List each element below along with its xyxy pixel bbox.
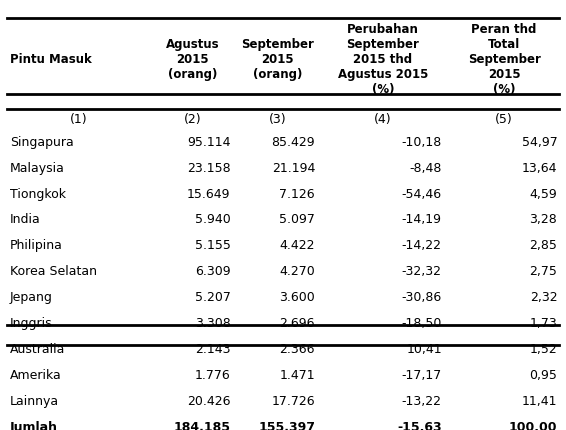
- Text: 95.114: 95.114: [187, 136, 230, 149]
- Text: 1.471: 1.471: [280, 369, 315, 382]
- Text: Pintu Masuk: Pintu Masuk: [10, 52, 92, 65]
- Text: Australia: Australia: [10, 343, 65, 356]
- Text: -15,63: -15,63: [397, 421, 442, 430]
- Text: 1,52: 1,52: [530, 343, 558, 356]
- Text: Agustus
2015
(orang): Agustus 2015 (orang): [166, 37, 220, 80]
- Text: -13,22: -13,22: [402, 395, 442, 408]
- Text: Perubahan
September
2015 thd
Agustus 2015
(%): Perubahan September 2015 thd Agustus 201…: [338, 22, 428, 95]
- Text: 17.726: 17.726: [272, 395, 315, 408]
- Text: Singapura: Singapura: [10, 136, 74, 149]
- Text: 21.194: 21.194: [272, 162, 315, 175]
- Text: 3.308: 3.308: [195, 317, 230, 330]
- Text: 0,95: 0,95: [529, 369, 558, 382]
- Text: 4.422: 4.422: [280, 240, 315, 252]
- Text: 5.207: 5.207: [195, 291, 230, 304]
- Text: (3): (3): [268, 113, 286, 126]
- Text: 13,64: 13,64: [522, 162, 558, 175]
- Text: 100,00: 100,00: [509, 421, 558, 430]
- Text: Peran thd
Total
September
2015
(%): Peran thd Total September 2015 (%): [468, 22, 541, 95]
- Text: Jumlah: Jumlah: [10, 421, 58, 430]
- Text: -30,86: -30,86: [402, 291, 442, 304]
- Text: 3.600: 3.600: [280, 291, 315, 304]
- Text: Amerika: Amerika: [10, 369, 62, 382]
- Text: 5.155: 5.155: [195, 240, 230, 252]
- Text: 10,41: 10,41: [406, 343, 442, 356]
- Text: Philipina: Philipina: [10, 240, 63, 252]
- Text: -14,19: -14,19: [402, 213, 442, 227]
- Text: -8,48: -8,48: [409, 162, 442, 175]
- Text: 15.649: 15.649: [187, 187, 230, 200]
- Text: 155.397: 155.397: [258, 421, 315, 430]
- Text: 2,85: 2,85: [529, 240, 558, 252]
- Text: 3,28: 3,28: [530, 213, 558, 227]
- Text: -14,22: -14,22: [402, 240, 442, 252]
- Text: 184.185: 184.185: [174, 421, 230, 430]
- Text: Inggris: Inggris: [10, 317, 53, 330]
- Text: -10,18: -10,18: [402, 136, 442, 149]
- Text: 2,32: 2,32: [530, 291, 558, 304]
- Text: (5): (5): [495, 113, 513, 126]
- Text: Korea Selatan: Korea Selatan: [10, 265, 97, 278]
- Text: 2.696: 2.696: [280, 317, 315, 330]
- Text: -32,32: -32,32: [402, 265, 442, 278]
- Text: Malaysia: Malaysia: [10, 162, 65, 175]
- Text: 54,97: 54,97: [521, 136, 558, 149]
- Text: 2.143: 2.143: [195, 343, 230, 356]
- Text: 1.776: 1.776: [195, 369, 230, 382]
- Text: September
2015
(orang): September 2015 (orang): [241, 37, 314, 80]
- Text: 20.426: 20.426: [187, 395, 230, 408]
- Text: 4.270: 4.270: [280, 265, 315, 278]
- Text: Lainnya: Lainnya: [10, 395, 59, 408]
- Text: 85.429: 85.429: [272, 136, 315, 149]
- Text: (2): (2): [184, 113, 201, 126]
- Text: -17,17: -17,17: [402, 369, 442, 382]
- Text: 1,73: 1,73: [530, 317, 558, 330]
- Text: Tiongkok: Tiongkok: [10, 187, 66, 200]
- Text: 4,59: 4,59: [530, 187, 558, 200]
- Text: 23.158: 23.158: [187, 162, 230, 175]
- Text: 5.940: 5.940: [195, 213, 230, 227]
- Text: 5.097: 5.097: [279, 213, 315, 227]
- Text: Jepang: Jepang: [10, 291, 53, 304]
- Text: 7.126: 7.126: [280, 187, 315, 200]
- Text: -54,46: -54,46: [402, 187, 442, 200]
- Text: 6.309: 6.309: [195, 265, 230, 278]
- Text: 2,75: 2,75: [529, 265, 558, 278]
- Text: 11,41: 11,41: [522, 395, 558, 408]
- Text: (1): (1): [70, 113, 88, 126]
- Text: India: India: [10, 213, 41, 227]
- Text: (4): (4): [374, 113, 392, 126]
- Text: -18,50: -18,50: [401, 317, 442, 330]
- Text: 2.366: 2.366: [280, 343, 315, 356]
